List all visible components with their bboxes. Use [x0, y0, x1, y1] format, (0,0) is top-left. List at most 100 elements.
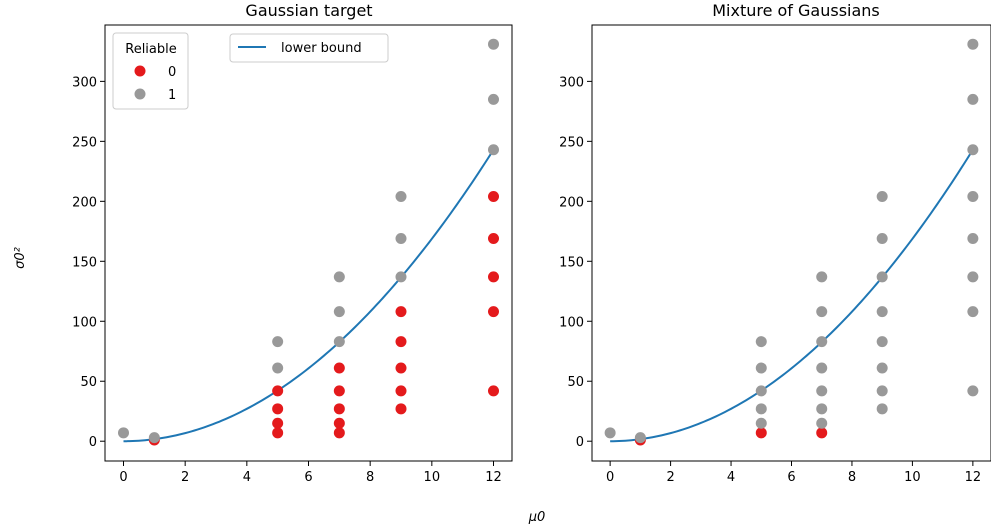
y-tick-label: 50: [80, 375, 97, 390]
point-reliable-1: [634, 432, 646, 444]
x-tick-label: 2: [181, 470, 189, 485]
point-reliable-1: [816, 417, 828, 429]
point-reliable-0: [333, 385, 345, 397]
point-reliable-0: [272, 427, 284, 439]
y-tick-label: 200: [559, 195, 584, 210]
point-reliable-1: [876, 403, 888, 415]
point-reliable-1: [876, 191, 888, 203]
point-reliable-1: [395, 271, 407, 283]
point-reliable-1: [755, 336, 767, 348]
point-reliable-1: [755, 362, 767, 374]
point-reliable-1: [876, 385, 888, 397]
chart-title: Mixture of Gaussians: [712, 1, 880, 20]
y-tick-label: 0: [89, 435, 97, 450]
point-reliable-1: [816, 336, 828, 348]
point-reliable-0: [488, 385, 499, 397]
point-reliable-0: [395, 385, 407, 397]
point-reliable-0: [333, 403, 345, 415]
legend-lower-bound: lower bound: [229, 33, 389, 63]
point-reliable-1: [967, 271, 979, 283]
figure-ylabel: σ0²: [13, 247, 28, 269]
legend-frame: [229, 33, 389, 63]
legend-reliable: Reliable 0 1: [112, 32, 189, 110]
x-tick-label: 8: [848, 470, 856, 485]
x-tick-label: 0: [606, 470, 614, 485]
point-reliable-1: [755, 417, 767, 429]
y-tick-label: 200: [72, 195, 97, 210]
point-reliable-0: [395, 362, 407, 374]
legend-title: Reliable: [125, 42, 177, 57]
x-tick-label: 6: [787, 470, 795, 485]
point-reliable-1: [816, 385, 828, 397]
x-tick-label: 2: [666, 470, 674, 485]
point-reliable-1: [876, 336, 888, 348]
point-reliable-1: [118, 427, 129, 439]
point-reliable-1: [148, 432, 160, 444]
x-tick-label: 12: [965, 470, 982, 485]
y-tick-label: 50: [567, 375, 584, 390]
point-reliable-1: [876, 233, 888, 245]
y-tick-label: 100: [559, 315, 584, 330]
point-reliable-1: [333, 271, 345, 283]
point-reliable-1: [488, 93, 499, 105]
point-reliable-0: [488, 191, 499, 203]
point-reliable-1: [876, 271, 888, 283]
y-tick-label: 300: [559, 75, 584, 90]
y-tick-label: 150: [72, 255, 97, 270]
point-reliable-1: [333, 336, 345, 348]
legend-label-0: 0: [168, 65, 176, 80]
point-reliable-0: [755, 427, 767, 439]
panel-gaussian-target: Gaussian target 0 2 4 6 8 10 12050100150200250…: [72, 1, 513, 485]
point-reliable-1: [967, 233, 979, 245]
point-reliable-1: [876, 306, 888, 318]
point-reliable-1: [755, 385, 767, 397]
legend-marker-0: [134, 65, 146, 77]
point-reliable-1: [967, 93, 979, 105]
point-reliable-0: [395, 306, 407, 318]
x-tick-label: 12: [485, 470, 502, 485]
y-tick-label: 250: [72, 135, 97, 150]
point-reliable-1: [967, 385, 979, 397]
x-tick-label: 4: [727, 470, 735, 485]
x-tick-label: 10: [904, 470, 921, 485]
figure-xlabel: μ0: [528, 510, 546, 525]
point-reliable-1: [816, 271, 828, 283]
x-tick-label: 4: [243, 470, 251, 485]
x-tick-label: 8: [366, 470, 374, 485]
point-reliable-0: [395, 403, 407, 415]
point-reliable-1: [272, 336, 284, 348]
point-reliable-1: [488, 38, 499, 50]
point-reliable-0: [333, 417, 345, 429]
point-reliable-0: [333, 362, 345, 374]
y-tick-label: 300: [72, 75, 97, 90]
legend-marker-1: [134, 88, 146, 100]
x-tick-label: 10: [424, 470, 441, 485]
point-reliable-1: [488, 144, 499, 156]
point-reliable-1: [816, 403, 828, 415]
point-reliable-0: [272, 403, 284, 415]
lower-bound-line: [123, 149, 495, 443]
y-tick-label: 0: [576, 435, 584, 450]
point-reliable-1: [395, 191, 407, 203]
point-reliable-0: [333, 427, 345, 439]
panel-mixture-of-gaussians: Mixture of Gaussians 0 2 4 6 8 10 12 0 50 100 150 2…: [559, 1, 991, 485]
legend-label-lower-bound: lower bound: [281, 41, 362, 56]
point-reliable-1: [604, 427, 616, 439]
point-reliable-0: [488, 306, 499, 318]
point-reliable-0: [272, 385, 284, 397]
point-reliable-1: [816, 362, 828, 374]
point-reliable-0: [488, 233, 499, 245]
point-reliable-0: [395, 336, 407, 348]
y-tick-label: 100: [72, 315, 97, 330]
point-reliable-1: [395, 233, 407, 245]
point-reliable-0: [816, 427, 828, 439]
y-tick-label: 150: [559, 255, 584, 270]
x-tick-label: 6: [304, 470, 312, 485]
point-reliable-1: [876, 362, 888, 374]
point-reliable-0: [488, 271, 499, 283]
plot-frame: [591, 24, 991, 462]
point-reliable-1: [967, 144, 979, 156]
lower-bound-line: [610, 149, 974, 443]
point-reliable-1: [755, 403, 767, 415]
